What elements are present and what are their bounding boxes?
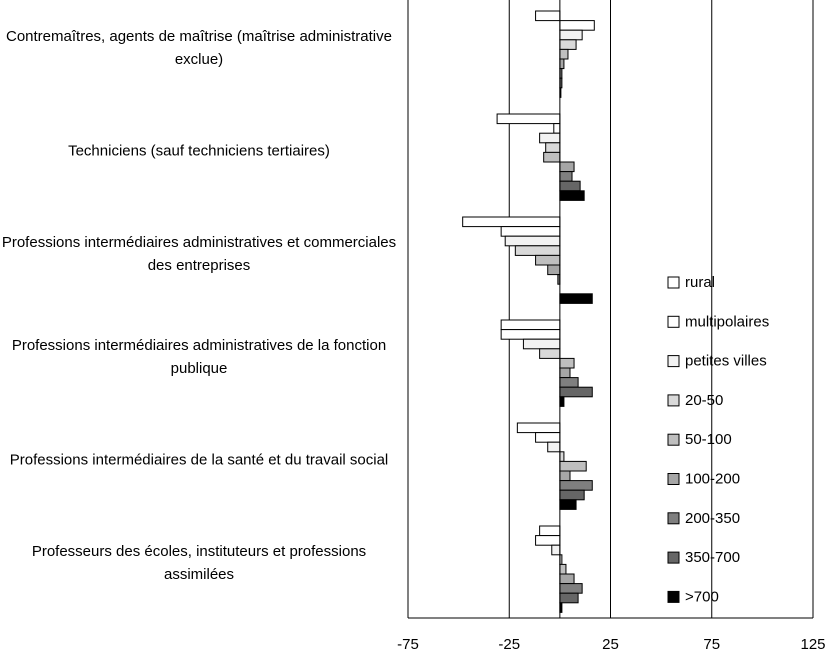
bar xyxy=(547,441,561,453)
bar xyxy=(535,10,561,22)
bar xyxy=(559,460,587,472)
bar xyxy=(547,264,561,276)
bar xyxy=(500,329,561,340)
legend-swatch xyxy=(667,315,680,328)
bar xyxy=(559,583,583,594)
bar xyxy=(559,171,573,182)
bar xyxy=(559,377,579,388)
legend-label: 20-50 xyxy=(685,392,723,409)
bar xyxy=(559,367,571,379)
bar xyxy=(516,422,561,434)
bar xyxy=(535,254,561,266)
bar xyxy=(559,470,571,482)
x-tick-label: 75 xyxy=(703,636,720,653)
bar xyxy=(496,113,561,125)
legend-label: rural xyxy=(685,274,715,291)
bar xyxy=(500,319,561,331)
legend-swatch xyxy=(667,473,680,485)
y-tick-label: Professions intermédiaires administrativ… xyxy=(11,336,387,377)
legend-label: 200-350 xyxy=(685,510,740,527)
x-tick-label: -25 xyxy=(498,636,520,653)
bar xyxy=(559,190,585,201)
x-tick-label: 125 xyxy=(800,636,825,653)
bar xyxy=(553,123,561,134)
legend-label: >700 xyxy=(685,588,719,605)
legend-label: 50-100 xyxy=(685,431,732,448)
bar xyxy=(500,226,561,237)
bar xyxy=(559,499,577,510)
bar xyxy=(559,573,575,585)
legend-swatch xyxy=(667,355,680,368)
legend-swatch xyxy=(667,551,680,564)
bar xyxy=(559,293,593,304)
bar xyxy=(559,563,567,575)
bar xyxy=(559,58,565,70)
bar xyxy=(559,396,565,407)
bar xyxy=(559,592,579,604)
bar xyxy=(543,151,561,163)
y-tick-label: Contremaîtres, agents de maîtrise (maîtr… xyxy=(6,27,392,68)
bar xyxy=(559,451,565,462)
bar xyxy=(559,161,575,173)
bar xyxy=(535,535,561,546)
bar xyxy=(559,20,595,31)
bar xyxy=(462,216,561,228)
legend-swatch xyxy=(667,433,680,446)
bar xyxy=(559,180,581,192)
legend-swatch xyxy=(667,512,680,525)
bar xyxy=(559,39,577,50)
y-tick-label: Professeurs des écoles, instituteurs et … xyxy=(31,542,367,583)
bar xyxy=(514,245,561,256)
bar xyxy=(539,525,561,537)
y-tick-label: Techniciens (sauf techniciens tertiaires… xyxy=(68,142,330,159)
legend-swatch xyxy=(667,394,680,407)
bar xyxy=(559,480,593,491)
bar xyxy=(559,386,593,398)
legend-swatch xyxy=(667,590,680,603)
bar xyxy=(545,142,561,153)
bar xyxy=(504,235,561,247)
y-tick-label: Professions intermédiaires administrativ… xyxy=(1,233,397,274)
legend-label: 100-200 xyxy=(685,470,740,487)
x-tick-label: 25 xyxy=(602,636,619,653)
bar xyxy=(551,544,561,556)
x-tick-label: -75 xyxy=(397,636,419,653)
legend-label: petites villes xyxy=(685,353,767,370)
bar xyxy=(559,489,585,501)
bar xyxy=(559,29,583,41)
bar xyxy=(559,357,575,369)
bar xyxy=(559,48,569,60)
bar xyxy=(539,132,561,144)
bar xyxy=(535,432,561,443)
legend-label: multipolaires xyxy=(685,313,769,330)
y-tick-label: Professions intermédiaires de la santé e… xyxy=(9,451,389,468)
bar xyxy=(539,348,561,359)
legend-label: 350-700 xyxy=(685,549,740,566)
legend-swatch xyxy=(667,276,680,289)
bar xyxy=(522,338,561,350)
